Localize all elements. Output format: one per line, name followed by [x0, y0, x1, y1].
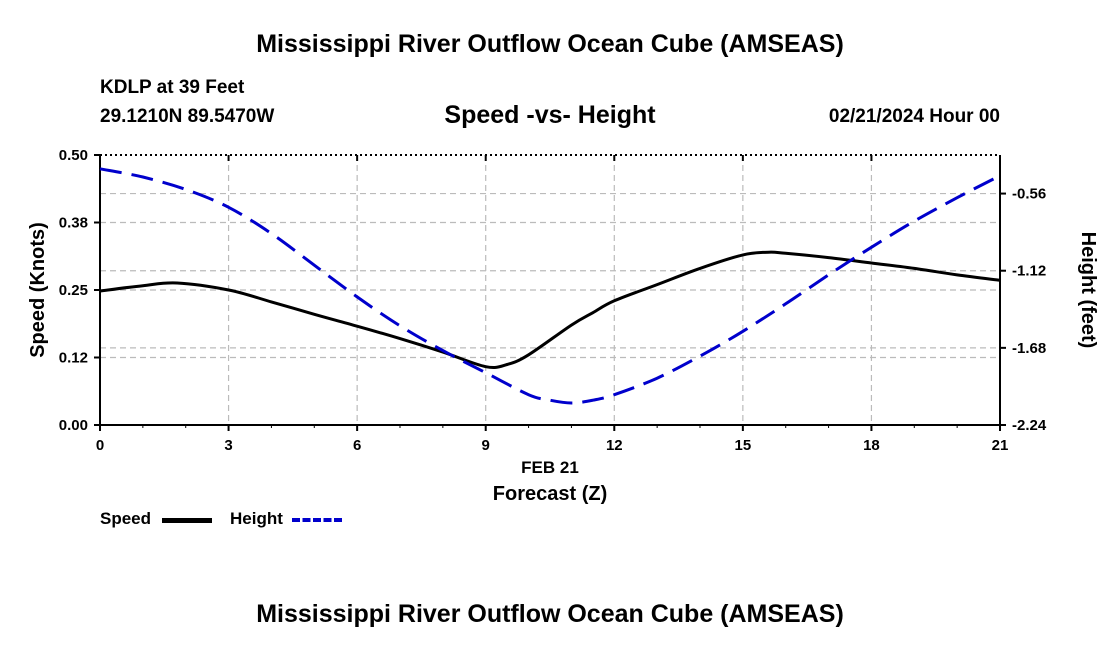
datetime-label: 02/21/2024 Hour 00 — [828, 106, 1000, 127]
legend-speed-swatch — [162, 518, 212, 523]
x-tick-label: 12 — [606, 437, 623, 454]
y-right-tick-label: -1.12 — [1012, 263, 1046, 280]
y-axis-title: Speed (Knots) — [27, 222, 49, 358]
x-tick-label: 0 — [96, 437, 104, 454]
x-axis-date-label: FEB 21 — [521, 458, 579, 477]
y-tick-label: 0.00 — [59, 417, 88, 434]
coordinates-label: 29.1210N 89.5470W — [100, 106, 275, 127]
main-title: Mississippi River Outflow Ocean Cube (AM… — [256, 30, 844, 58]
speed-series-line — [99, 250, 1001, 370]
chart-subtitle: Speed -vs- Height — [444, 101, 656, 129]
footer-title: Mississippi River Outflow Ocean Cube (AM… — [256, 600, 844, 628]
x-tick-label: 15 — [735, 437, 752, 454]
legend-height-label: Height — [230, 509, 283, 528]
y-tick-label: 0.12 — [59, 350, 88, 367]
y-tick-label: 0.25 — [59, 282, 88, 299]
legend-speed-label: Speed — [100, 509, 152, 528]
y-right-axis-title: Height (feet) — [1077, 232, 1099, 349]
y-right-tick-label: -1.68 — [1012, 340, 1046, 357]
y-right-tick-label: -2.24 — [1012, 417, 1047, 434]
y-right-tick-label: -0.56 — [1012, 186, 1046, 203]
x-tick-label: 9 — [482, 437, 490, 454]
x-axis-title: Forecast (Z) — [493, 483, 607, 505]
station-label: KDLP at 39 Feet — [100, 77, 245, 98]
x-tick-label: 21 — [992, 437, 1009, 454]
y-tick-label: 0.38 — [59, 215, 88, 232]
x-tick-label: 6 — [353, 437, 361, 454]
height-series-line — [99, 167, 1001, 405]
x-tick-label: 3 — [224, 437, 232, 454]
legend-height-swatch — [292, 518, 342, 522]
x-tick-label: 18 — [863, 437, 880, 454]
y-tick-label: 0.50 — [59, 147, 88, 164]
